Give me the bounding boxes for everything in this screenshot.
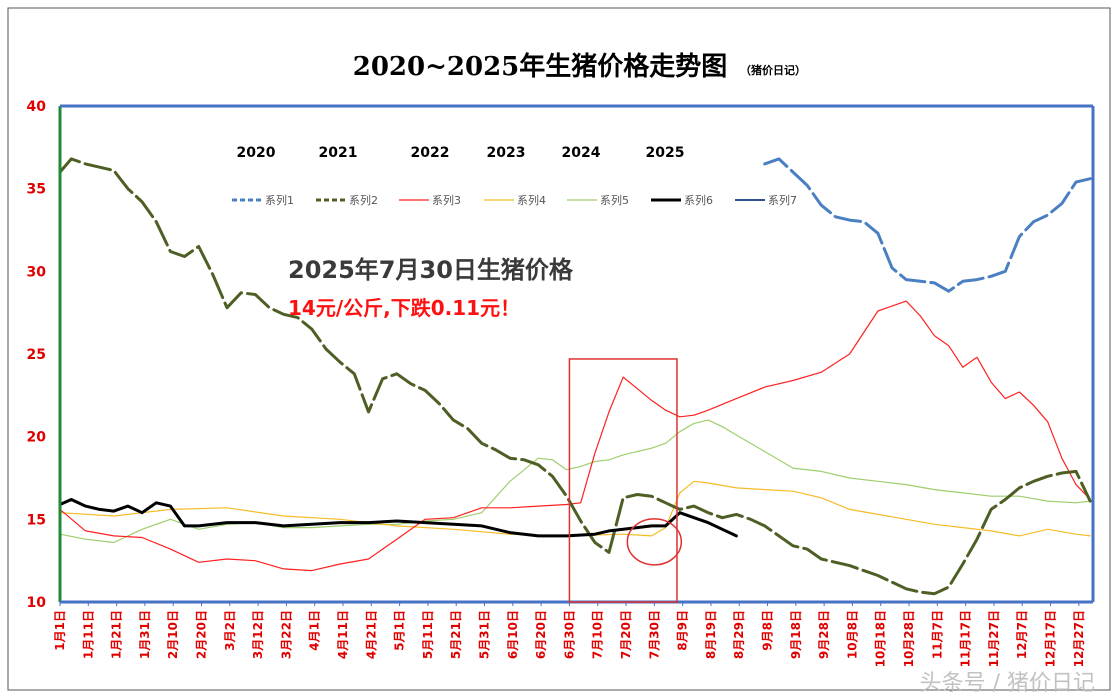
plot-area xyxy=(60,106,1093,601)
x-tick-label: 10月18日 xyxy=(874,610,888,667)
highlight-box xyxy=(568,358,678,603)
legend-label: 系列1 xyxy=(265,193,294,207)
x-tick-label: 6月30日 xyxy=(562,610,576,659)
x-tick-label: 12月7日 xyxy=(1015,610,1029,659)
series-line-3 xyxy=(59,300,1091,572)
x-tick-label: 1月1日 xyxy=(53,610,67,651)
x-tick-label: 4月21日 xyxy=(364,610,378,659)
watermark: 头条号 / 猪价日记 xyxy=(920,671,1095,696)
legend-label: 系列7 xyxy=(768,193,797,207)
year-label: 2022 xyxy=(411,145,450,161)
x-tick-label: 8月29日 xyxy=(732,610,746,659)
series-line-6 xyxy=(58,498,738,538)
x-tick-label: 5月11日 xyxy=(421,610,435,659)
highlight-circle xyxy=(626,518,683,566)
x-tick-label: 4月11日 xyxy=(336,610,350,659)
y-tick-label: 25 xyxy=(27,347,46,363)
x-tick-label: 1月11日 xyxy=(81,610,95,659)
legend-label: 系列4 xyxy=(517,193,546,207)
x-tick-label: 2月20日 xyxy=(195,610,209,659)
highlight-marks xyxy=(568,358,683,603)
x-tick-label: 7月10日 xyxy=(591,610,605,659)
x-tick-label: 8月9日 xyxy=(676,610,690,651)
year-label: 2025 xyxy=(646,145,685,161)
x-tick-label: 12月27日 xyxy=(1072,610,1086,667)
series-line-2 xyxy=(58,157,1092,596)
x-tick-label: 8月19日 xyxy=(704,610,718,659)
series-layer xyxy=(58,157,1092,596)
y-tick-label: 30 xyxy=(27,264,47,280)
x-tick-label: 7月20日 xyxy=(619,610,633,659)
x-tick-label: 9月18日 xyxy=(789,610,803,659)
x-tick-label: 3月2日 xyxy=(223,610,237,651)
x-tick-label: 10月28日 xyxy=(902,610,916,667)
x-tick-label: 6月20日 xyxy=(534,610,548,659)
x-tick-label: 12月17日 xyxy=(1044,610,1058,667)
x-tick-label: 1月31日 xyxy=(138,610,152,659)
y-tick-label: 10 xyxy=(27,595,47,611)
legend-label: 系列6 xyxy=(684,193,713,207)
x-tick-label: 11月17日 xyxy=(959,610,973,667)
x-tick-label: 5月21日 xyxy=(449,610,463,659)
x-tick-label: 1月21日 xyxy=(110,610,124,659)
series-line-1 xyxy=(763,157,1092,293)
x-tick-label: 10月8日 xyxy=(845,610,859,659)
x-tick-label: 5月31日 xyxy=(478,610,492,659)
legend-label: 系列3 xyxy=(432,193,461,207)
x-tick-label: 9月8日 xyxy=(761,610,775,651)
y-tick-label: 20 xyxy=(27,430,47,446)
x-tick-label: 6月10日 xyxy=(506,610,520,659)
legend: 系列1 系列2 系列3 系列4 系列5 系列6 系列7 xyxy=(232,193,797,207)
year-label: 2024 xyxy=(562,145,601,161)
x-tick-label: 4月1日 xyxy=(308,610,322,651)
y-tick-label: 35 xyxy=(27,182,46,198)
x-tick-label: 3月12日 xyxy=(251,610,265,659)
year-label: 2021 xyxy=(319,145,358,161)
x-axis-ticks: 1月1日 1月11日 1月21日 1月31日 2月10日 2月20日 3月2日 3月12日 3月… xyxy=(53,602,1086,667)
year-label: 2023 xyxy=(487,145,526,161)
series-line-4 xyxy=(59,480,1091,537)
legend-label: 系列5 xyxy=(600,193,629,207)
x-tick-label: 11月7日 xyxy=(930,610,944,659)
x-tick-label: 2月10日 xyxy=(166,610,180,659)
year-labels: 2020 2021 2022 2023 2024 2025 xyxy=(237,145,685,161)
x-tick-label: 9月28日 xyxy=(817,610,831,659)
x-tick-label: 5月1日 xyxy=(393,610,407,651)
y-tick-label: 40 xyxy=(27,99,47,115)
y-tick-label: 15 xyxy=(27,512,46,528)
chart-title: 2020~2025年生猪价格走势图 xyxy=(353,51,728,82)
y-axis-ticks: 10 15 20 25 30 35 40 xyxy=(27,99,47,611)
x-tick-label: 3月22日 xyxy=(279,610,293,659)
year-label: 2020 xyxy=(237,145,276,161)
annotation-headline: 2025年7月30日生猪价格 xyxy=(288,256,574,284)
annotation-detail: 14元/公斤,下跌0.11元！ xyxy=(288,296,520,320)
x-tick-label: 11月27日 xyxy=(987,610,1001,667)
x-tick-label: 7月30日 xyxy=(647,610,661,659)
legend-label: 系列2 xyxy=(349,193,378,207)
chart-subtitle: （猪价日记） xyxy=(740,63,806,77)
